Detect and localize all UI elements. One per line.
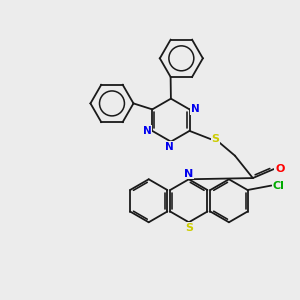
- Text: S: S: [185, 223, 193, 232]
- Text: N: N: [165, 142, 174, 152]
- Text: S: S: [212, 134, 220, 144]
- Text: Cl: Cl: [273, 181, 285, 190]
- Text: O: O: [275, 164, 284, 174]
- Text: N: N: [142, 126, 151, 136]
- Text: N: N: [184, 169, 194, 179]
- Text: N: N: [190, 104, 199, 114]
